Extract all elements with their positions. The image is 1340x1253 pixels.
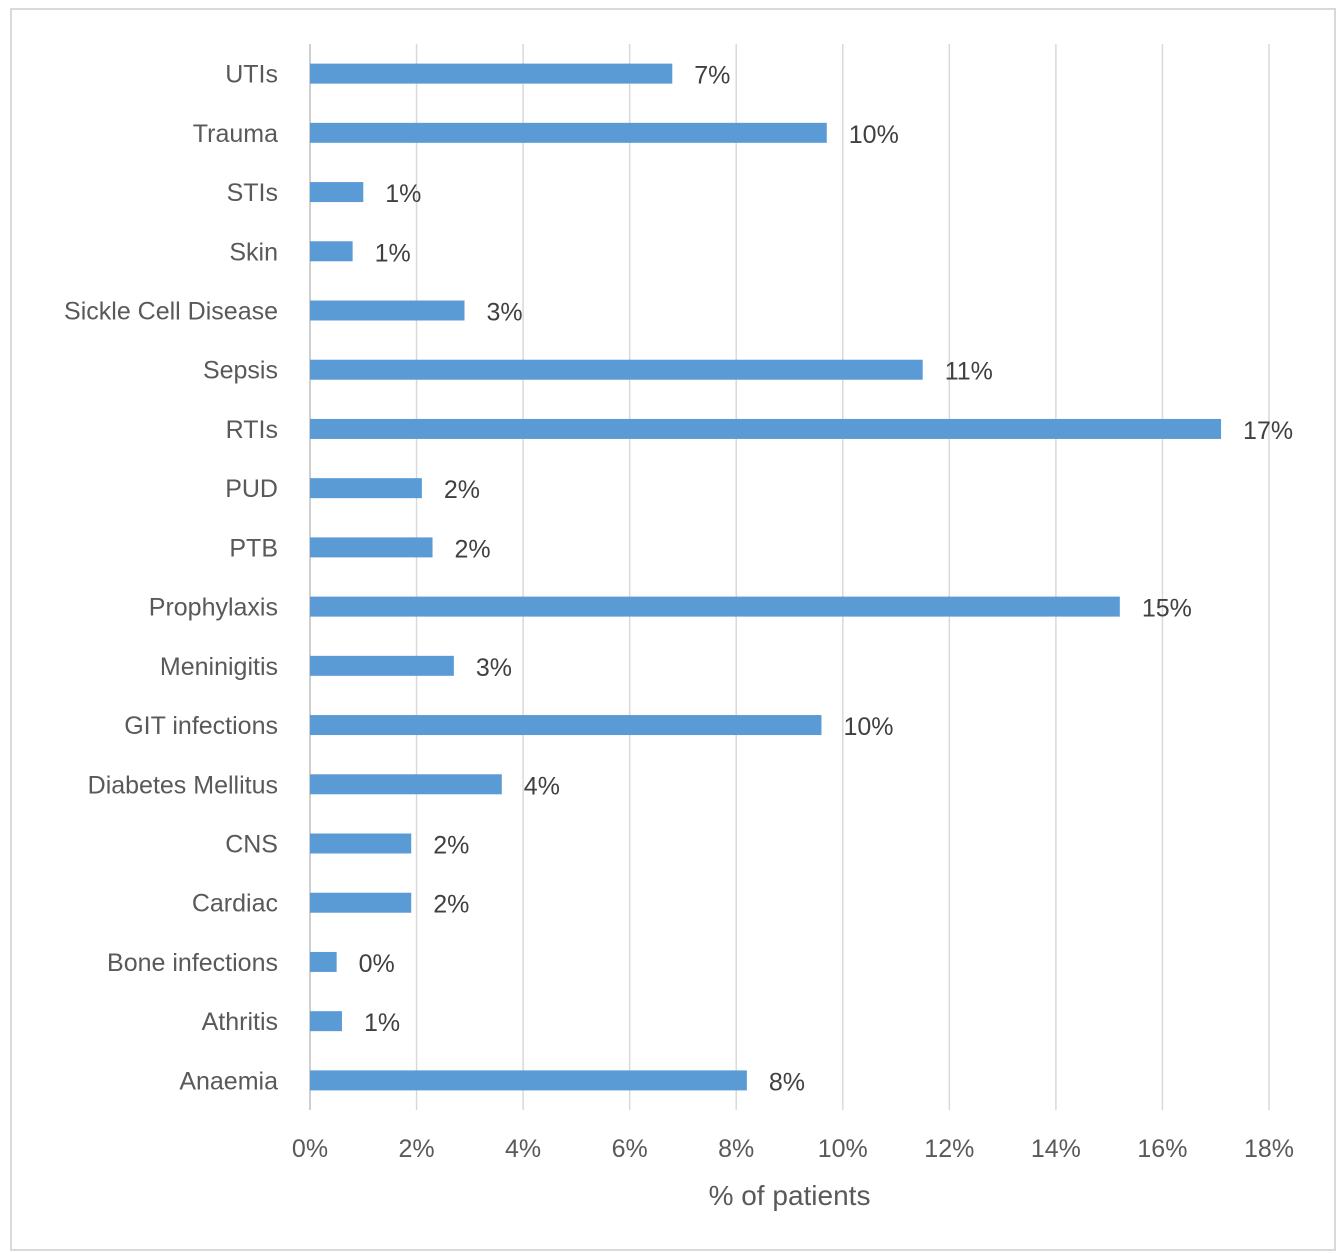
data-label: 10% xyxy=(843,713,893,741)
data-label: 4% xyxy=(524,772,560,800)
bar xyxy=(310,833,412,854)
bars xyxy=(310,63,1222,1091)
x-tick-label: 8% xyxy=(718,1135,754,1163)
data-label: 15% xyxy=(1142,595,1192,623)
bar xyxy=(310,300,465,321)
data-label: 2% xyxy=(433,832,469,860)
value-labels: 7% 10% 1% 1% 3% 11% 17% 2% 2% 15% 3% 10% 4% 2% 2% 0% 1% 8… xyxy=(359,62,1293,1097)
x-axis-title: % of patients xyxy=(709,1180,871,1211)
category-label: GIT infections xyxy=(124,712,278,740)
category-label: Skin xyxy=(229,238,278,266)
bar xyxy=(310,478,422,499)
bar xyxy=(310,951,337,972)
x-tick-label: 2% xyxy=(398,1135,434,1163)
category-label: Sepsis xyxy=(203,357,278,385)
x-tick-label: 18% xyxy=(1244,1135,1294,1163)
category-label: Anaemia xyxy=(179,1067,278,1095)
category-label: Prophylaxis xyxy=(149,594,278,622)
category-label: Cardiac xyxy=(192,890,278,918)
category-label: Bone infections xyxy=(107,949,278,977)
bar xyxy=(310,63,673,84)
data-label: 8% xyxy=(769,1068,805,1096)
x-tick-label: 14% xyxy=(1031,1135,1081,1163)
bar xyxy=(310,1070,747,1091)
category-label: Athritis xyxy=(202,1008,278,1036)
x-tick-labels: 0% 2% 4% 6% 8% 10% 12% 14% 16% 18% xyxy=(292,1135,1294,1163)
bar xyxy=(310,359,923,380)
bar xyxy=(310,182,364,203)
bar xyxy=(310,892,412,913)
category-label: Sickle Cell Disease xyxy=(64,298,278,326)
x-tick-label: 6% xyxy=(612,1135,648,1163)
category-labels: UTIs Trauma STIs Skin Sickle Cell Disease Sep… xyxy=(64,61,278,1096)
x-tick-label: 10% xyxy=(818,1135,868,1163)
bar xyxy=(310,655,454,676)
data-label: 17% xyxy=(1243,417,1293,445)
category-label: Trauma xyxy=(193,120,278,148)
data-label: 2% xyxy=(433,891,469,919)
bar xyxy=(310,715,822,736)
category-label: Meninigitis xyxy=(160,653,278,681)
data-label: 3% xyxy=(476,654,512,682)
data-label: 0% xyxy=(359,950,395,978)
gridlines xyxy=(309,44,1270,1110)
data-label: 10% xyxy=(849,121,899,149)
x-tick-label: 12% xyxy=(924,1135,974,1163)
data-label: 11% xyxy=(945,358,993,386)
data-label: 1% xyxy=(385,180,421,208)
chart-frame xyxy=(10,8,1336,1251)
bar xyxy=(310,241,353,262)
data-label: 2% xyxy=(444,476,480,504)
bar xyxy=(310,596,1120,617)
data-label: 1% xyxy=(375,239,411,267)
bar xyxy=(310,1011,342,1032)
x-tick-label: 4% xyxy=(505,1135,541,1163)
bar xyxy=(310,774,502,795)
category-label: Diabetes Mellitus xyxy=(88,771,278,799)
category-label: STIs xyxy=(227,179,278,207)
category-label: PTB xyxy=(229,534,278,562)
category-label: UTIs xyxy=(225,61,278,89)
data-label: 2% xyxy=(455,535,491,563)
category-label: PUD xyxy=(225,475,278,503)
data-label: 1% xyxy=(364,1009,400,1037)
bar xyxy=(310,537,433,558)
bar xyxy=(310,418,1222,439)
x-tick-label: 0% xyxy=(292,1135,328,1163)
data-label: 7% xyxy=(694,62,730,90)
bar xyxy=(310,122,827,143)
category-label: RTIs xyxy=(226,416,278,444)
data-label: 3% xyxy=(487,299,523,327)
x-tick-label: 16% xyxy=(1137,1135,1187,1163)
category-label: CNS xyxy=(225,831,278,859)
